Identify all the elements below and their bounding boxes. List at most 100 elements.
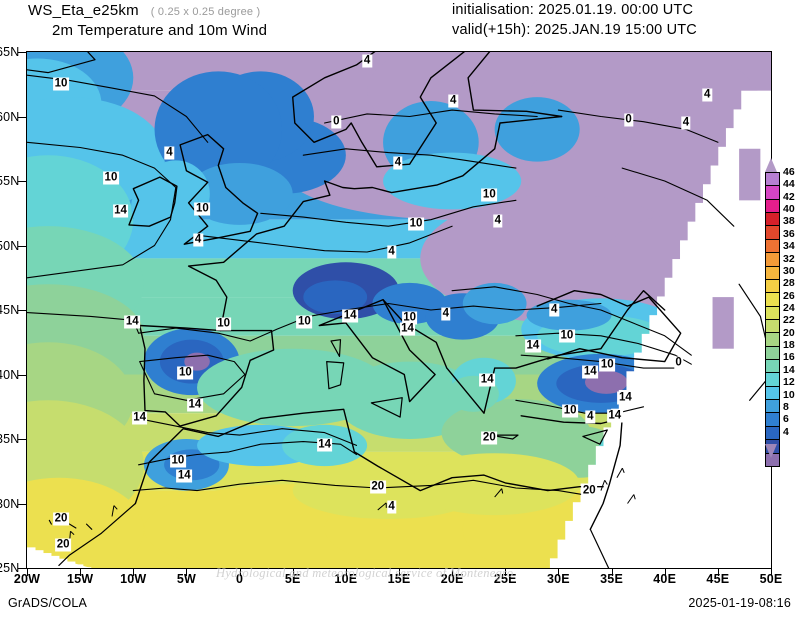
colorbar-tick-label: 24 — [783, 302, 795, 314]
longitude-label: 15E — [387, 572, 411, 586]
longitude-label: 10W — [120, 572, 147, 586]
contour-label: 4 — [585, 410, 596, 424]
longitude-tick — [558, 568, 560, 576]
longitude-tick — [239, 568, 241, 576]
colorbar-over-arrow — [765, 158, 777, 172]
contour-label: 10 — [215, 317, 232, 331]
contour-label: 14 — [342, 309, 358, 323]
colorbar-swatch — [765, 198, 780, 213]
longitude-label: 5W — [176, 572, 196, 586]
contour-label: 0 — [331, 115, 341, 129]
longitude-tick — [505, 568, 507, 576]
longitude-label: 45E — [706, 572, 730, 586]
latitude-tick — [18, 116, 27, 118]
latitude-tick — [18, 181, 27, 182]
longitude-tick — [186, 568, 188, 576]
colorbar-tick-label: 38 — [783, 215, 795, 228]
longitude-label: 40E — [653, 572, 677, 586]
contour-label: 14 — [606, 409, 623, 423]
latitude-tick — [18, 245, 27, 247]
colorbar-tick-label: 34 — [783, 240, 795, 253]
longitude-label: 25E — [493, 572, 517, 586]
colorbar-swatch — [765, 425, 780, 440]
contour-label: 4 — [362, 54, 372, 68]
longitude-tick — [133, 568, 135, 576]
contour-label: 4 — [448, 94, 458, 108]
latitude-tick — [18, 439, 27, 440]
grads-credit: GrADS/COLA — [8, 596, 88, 610]
latitude-tick — [18, 310, 27, 311]
contour-label: 20 — [369, 480, 386, 494]
colorbar-tick-label: 14 — [783, 363, 795, 376]
colorbar-swatch — [765, 412, 780, 426]
colorbar-under-arrow — [765, 444, 777, 458]
contour-label: 20 — [481, 431, 498, 445]
longitude-tick — [611, 568, 613, 576]
model-name-line: WS_Eta_e25km ( 0.25 x 0.25 degree ) — [28, 2, 260, 19]
longitude-tick — [345, 568, 347, 576]
longitude-tick — [80, 568, 82, 576]
colorbar-swatch — [765, 172, 780, 186]
latitude-label: 35N — [0, 432, 20, 446]
latitude-tick — [18, 374, 27, 376]
contour-label: 10 — [401, 311, 418, 325]
colorbar-swatch — [765, 385, 780, 400]
contour-label: 4 — [702, 88, 712, 102]
contour-label: 14 — [131, 411, 148, 425]
longitude-label: 15W — [66, 572, 94, 586]
colorbar-tick-label: 10 — [783, 388, 795, 401]
longitude-tick — [664, 568, 666, 576]
valid-time: valid(+15h): 2025.JAN.19 15:00 UTC — [452, 22, 697, 38]
colorbar-swatch — [765, 265, 780, 279]
contour-label: 10 — [53, 77, 69, 91]
contour-label: 14 — [124, 315, 141, 329]
latitude-label: 60N — [0, 109, 20, 124]
contour-label: 10 — [296, 315, 313, 329]
model-name: WS_Eta_e25km — [28, 2, 139, 19]
render-timestamp: 2025-01-19-08:16 — [688, 596, 791, 610]
map-plot-area: 10 4 0 0 4 4 4 10 4 10 4 4 4 10 14 10 4 14 10 10 14 14 10 14 14 1… — [26, 51, 772, 569]
colorbar-tick-label: 28 — [783, 277, 795, 290]
longitude-label: 20W — [13, 572, 41, 586]
colorbar-swatch — [765, 185, 780, 199]
longitude-label: 10E — [334, 572, 358, 586]
initialisation-time: initialisation: 2025.01.19. 00:00 UTC — [452, 2, 694, 18]
contour-label: 10 — [170, 454, 186, 468]
contour-label: 4 — [549, 303, 559, 317]
contour-label: 10 — [103, 171, 119, 185]
colorbar-swatch — [765, 372, 780, 386]
contour-label: 10 — [408, 217, 424, 231]
contour-label: 4 — [386, 500, 397, 514]
contour-label: 4 — [393, 156, 403, 170]
colorbar-swatch — [765, 238, 780, 253]
variable-title: 2m Temperature and 10m Wind — [52, 22, 268, 39]
contour-label: 14 — [525, 339, 541, 353]
longitude-tick — [771, 568, 772, 576]
latitude-label: 65N — [0, 45, 20, 59]
longitude-label: 30E — [547, 572, 570, 586]
longitude-label: 50E — [759, 572, 783, 586]
contour-label: 10 — [599, 358, 616, 372]
contour-label: 14 — [316, 438, 333, 452]
contour-label: 14 — [582, 365, 599, 379]
colorbar-swatch — [765, 278, 780, 293]
colorbar — [765, 172, 780, 467]
colorbar-swatch — [765, 345, 780, 360]
contour-label: 0 — [623, 113, 634, 127]
colorbar-swatch — [765, 332, 780, 346]
contour-label: 20 — [55, 538, 72, 552]
latitude-label: 50N — [0, 238, 20, 253]
colorbar-tick-label: 32 — [783, 252, 795, 265]
contour-label: 14 — [112, 204, 129, 218]
watermark: Hydrological and meteorological service … — [216, 566, 514, 580]
contour-label: 0 — [673, 356, 684, 370]
longitude-label: 0 — [235, 572, 244, 586]
colorbar-tick-label: 36 — [783, 227, 795, 240]
latitude-label: 40N — [0, 367, 20, 382]
colorbar-swatch — [765, 359, 780, 373]
contour-label: 4 — [681, 116, 691, 130]
contour-label: 10 — [481, 188, 498, 202]
header: WS_Eta_e25km ( 0.25 x 0.25 degree ) 2m Te… — [0, 0, 800, 46]
contour-label: 20 — [581, 484, 598, 498]
longitude-tick — [399, 568, 400, 576]
